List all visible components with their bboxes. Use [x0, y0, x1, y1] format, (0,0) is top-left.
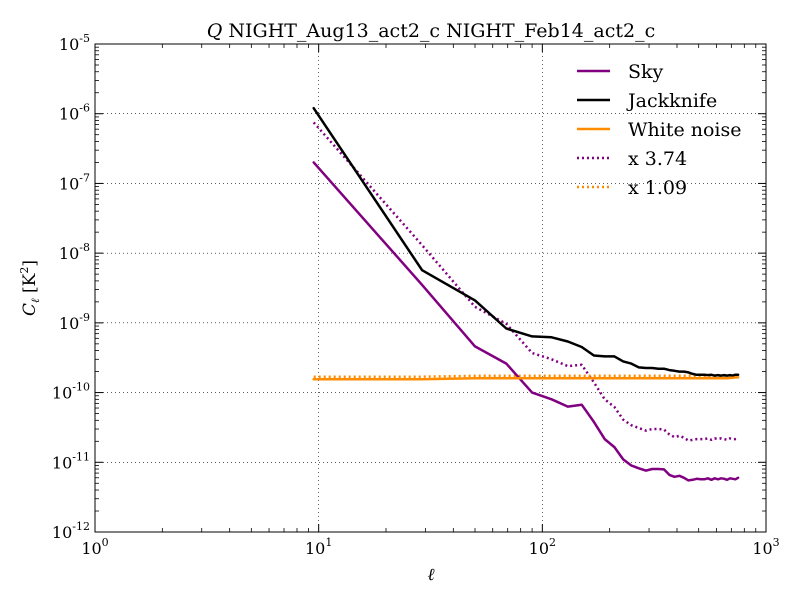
y-tick-label-exp-7: -5 [79, 32, 90, 45]
legend-label-sky: Sky [628, 61, 664, 83]
y-tick-label-5: 10-7 [59, 171, 90, 193]
x-tick-label-2: 102 [529, 536, 556, 558]
axis-ticks [94, 43, 767, 533]
y-tick-label-exp-6: -6 [79, 102, 90, 115]
series-lines [312, 106, 740, 482]
y-tick-label-exp-4: -8 [79, 241, 90, 254]
y-axis-label: Cℓ [K2] [18, 260, 42, 316]
y-tick-label-exp-0: -12 [72, 520, 90, 533]
x-tick-label-base-0: 10 [81, 539, 101, 558]
y-axis-label-unit-open: [K [20, 273, 40, 298]
y-tick-label-base-0: 10 [52, 523, 72, 542]
x-tick-label-3: 103 [752, 536, 779, 558]
chart-title-text: NIGHT_Aug13_act2_c NIGHT_Feb14_act2_c [222, 20, 655, 42]
series-line-sky [312, 161, 740, 482]
series-line-x-3-74 [312, 121, 739, 442]
x-tick-label-0: 100 [81, 536, 108, 558]
y-tick-label-exp-5: -7 [79, 171, 90, 184]
legend-label-jackknife: Jackknife [626, 90, 717, 112]
x-tick-label-1: 101 [305, 536, 332, 558]
chart-title-symbol: Q [207, 20, 223, 42]
y-tick-label-2: 10-10 [52, 381, 90, 403]
y-tick-label-4: 10-8 [59, 241, 90, 263]
series-line-jackknife [312, 106, 740, 377]
y-tick-label-6: 10-6 [59, 102, 90, 124]
chart-title: Q NIGHT_Aug13_act2_c NIGHT_Feb14_act2_c [207, 20, 655, 42]
x-tick-label-base-2: 10 [529, 539, 549, 558]
y-tick-label-base-5: 10 [59, 174, 79, 193]
y-tick-label-exp-2: -10 [72, 381, 90, 394]
x-tick-label-exp-3: 3 [773, 536, 780, 549]
x-tick-label-exp-0: 0 [102, 536, 109, 549]
y-axis-label-symbol: C [20, 303, 40, 316]
y-tick-label-7: 10-5 [59, 32, 90, 54]
y-tick-label-base-1: 10 [52, 453, 72, 472]
y-axis-label-unit-exponent: 2 [18, 267, 31, 274]
legend-label-x-3-74: x 3.74 [628, 148, 687, 170]
y-tick-label-base-6: 10 [59, 105, 79, 124]
y-tick-label-base-4: 10 [59, 244, 79, 263]
series-line-white-noise [312, 376, 740, 381]
x-tick-label-exp-2: 2 [549, 536, 556, 549]
legend: Sky Jackknife White noise x 3.74 x 1.09 [577, 61, 742, 199]
grid [95, 44, 766, 532]
x-axis-label: ℓ [427, 565, 434, 585]
y-tick-label-base-2: 10 [52, 384, 72, 403]
x-tick-label-base-1: 10 [305, 539, 325, 558]
y-tick-label-3: 10-9 [59, 311, 90, 333]
y-tick-label-exp-3: -9 [79, 311, 90, 324]
plot-frame [94, 43, 767, 533]
y-tick-label-base-3: 10 [59, 314, 79, 333]
y-tick-label-exp-1: -11 [72, 450, 90, 463]
y-axis-label-subscript: ℓ [29, 298, 42, 303]
legend-label-white-noise: White noise [628, 119, 742, 141]
y-tick-label-base-7: 10 [59, 35, 79, 54]
x-tick-label-base-3: 10 [752, 539, 772, 558]
legend-label-x-1-09: x 1.09 [628, 177, 687, 199]
y-axis-label-unit-close: ] [20, 260, 40, 267]
x-tick-labels: 100 101 102 103 [81, 536, 779, 558]
y-tick-label-0: 10-12 [52, 520, 90, 542]
y-tick-label-1: 10-11 [52, 450, 90, 472]
x-tick-label-exp-1: 1 [325, 536, 332, 549]
